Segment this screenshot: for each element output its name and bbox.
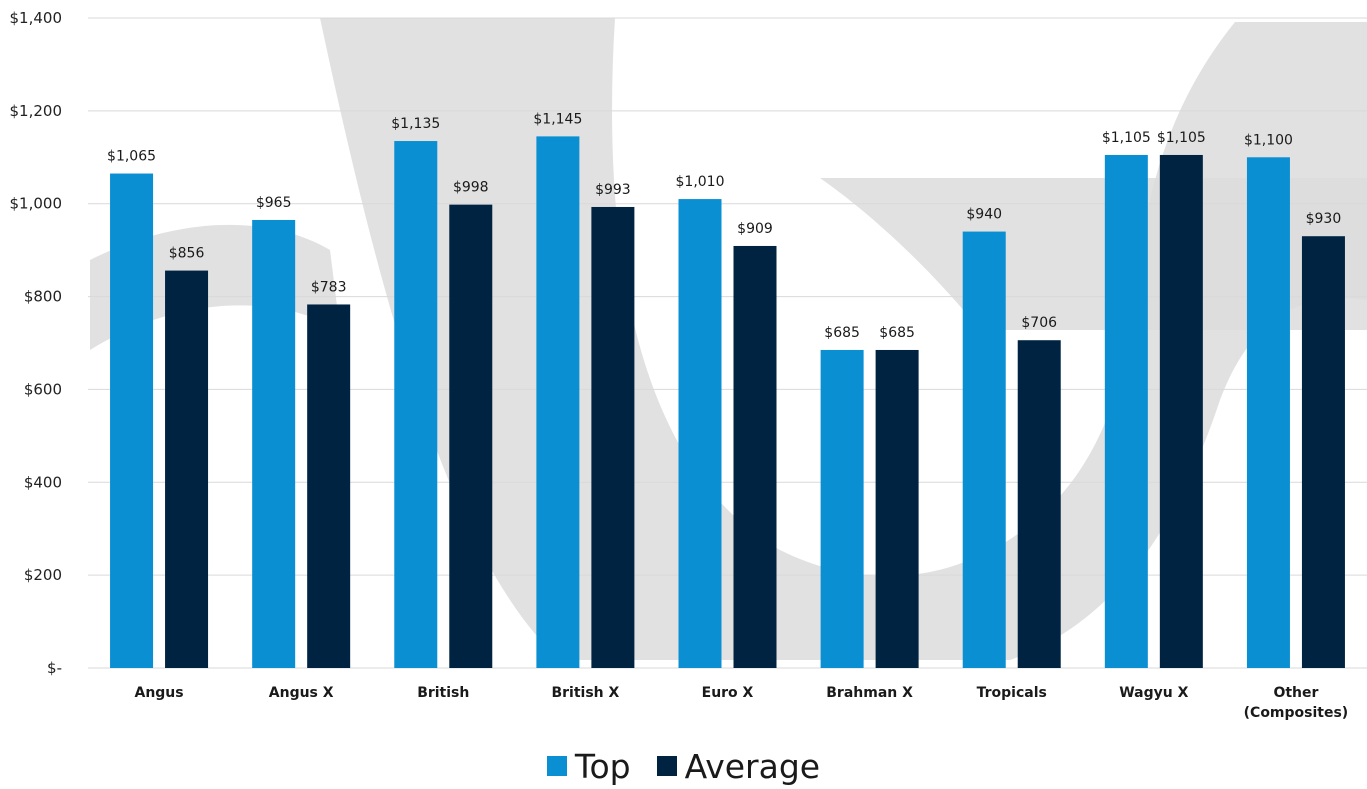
y-tick-label: $1,000: [10, 195, 63, 213]
data-label-top: $1,135: [391, 116, 440, 132]
legend-swatch-average: [656, 756, 677, 776]
y-tick-label: $200: [24, 566, 62, 584]
data-label-average: $930: [1306, 211, 1342, 227]
bar-average: [307, 304, 351, 668]
bar-top: [394, 141, 438, 669]
legend-item-average: Average: [656, 746, 821, 786]
x-axis-category-labels: Angus Angus X British British X Euro X Brahma…: [134, 685, 1348, 721]
legend-label-average: Average: [684, 746, 821, 786]
data-label-top: $1,105: [1102, 130, 1151, 146]
x-category-label: Angus: [134, 685, 183, 701]
bar-top: [678, 199, 722, 669]
bar-top: [252, 219, 296, 668]
x-category-label: Other (Composites): [1244, 685, 1349, 721]
bar-average: [591, 206, 635, 668]
bar-top: [110, 173, 154, 669]
bar-average: [1301, 236, 1345, 668]
y-tick-label: $1,400: [10, 9, 63, 27]
legend-swatch-top: [546, 756, 567, 776]
y-tick-label: $400: [24, 473, 62, 491]
data-label-average: $856: [169, 246, 205, 262]
y-tick-label: $800: [24, 288, 62, 306]
data-label-average: $706: [1021, 315, 1057, 331]
bar-top: [1246, 157, 1290, 669]
bar-average: [1017, 340, 1061, 668]
data-label-top: $1,010: [676, 174, 725, 190]
data-label-average: $1,105: [1157, 130, 1206, 146]
x-category-label: Euro X: [702, 685, 754, 701]
data-label-top: $965: [256, 195, 292, 211]
bar-top: [1104, 154, 1148, 668]
gridlines: [88, 17, 1367, 669]
legend: Top Average: [0, 744, 1367, 788]
x-category-label: British X: [551, 685, 619, 701]
y-tick-label: $-: [47, 659, 62, 677]
data-label-top: $1,145: [533, 111, 582, 127]
data-label-average: $993: [595, 182, 631, 198]
bar-average: [875, 349, 919, 668]
data-label-average: $783: [311, 279, 347, 295]
bar-top: [820, 349, 864, 668]
y-tick-label: $1,200: [10, 102, 63, 120]
y-axis-tick-labels: $- $200 $400 $600 $800 $1,000 $1,200 $1,400: [10, 9, 63, 677]
x-category-label: Wagyu X: [1119, 685, 1188, 701]
data-label-average: $909: [737, 221, 773, 237]
legend-item-top: Top: [546, 746, 631, 786]
data-label-top: $940: [966, 207, 1002, 223]
x-category-label: Tropicals: [977, 685, 1047, 701]
bar-average: [733, 245, 777, 668]
x-category-label: Angus X: [269, 685, 334, 701]
bar-average: [1159, 154, 1203, 668]
data-label-average: $998: [453, 180, 489, 196]
bar-average: [165, 270, 209, 668]
watermark-shape-right: [820, 178, 1367, 330]
data-labels: $1,065 $856 $965 $783 $1,135 $998 $1,145 $993 $1…: [107, 111, 1341, 341]
x-category-label: Brahman X: [826, 685, 913, 701]
data-label-top: $685: [824, 325, 860, 341]
bar-average: [449, 204, 493, 668]
legend-label-top: Top: [574, 746, 631, 786]
data-label-top: $1,100: [1244, 132, 1293, 148]
y-tick-label: $600: [24, 380, 62, 398]
data-label-top: $1,065: [107, 149, 156, 165]
x-category-label: British: [417, 685, 469, 701]
bar-top: [536, 136, 580, 669]
data-label-average: $685: [879, 325, 915, 341]
bar-top: [962, 231, 1006, 669]
bars: [110, 136, 1345, 669]
